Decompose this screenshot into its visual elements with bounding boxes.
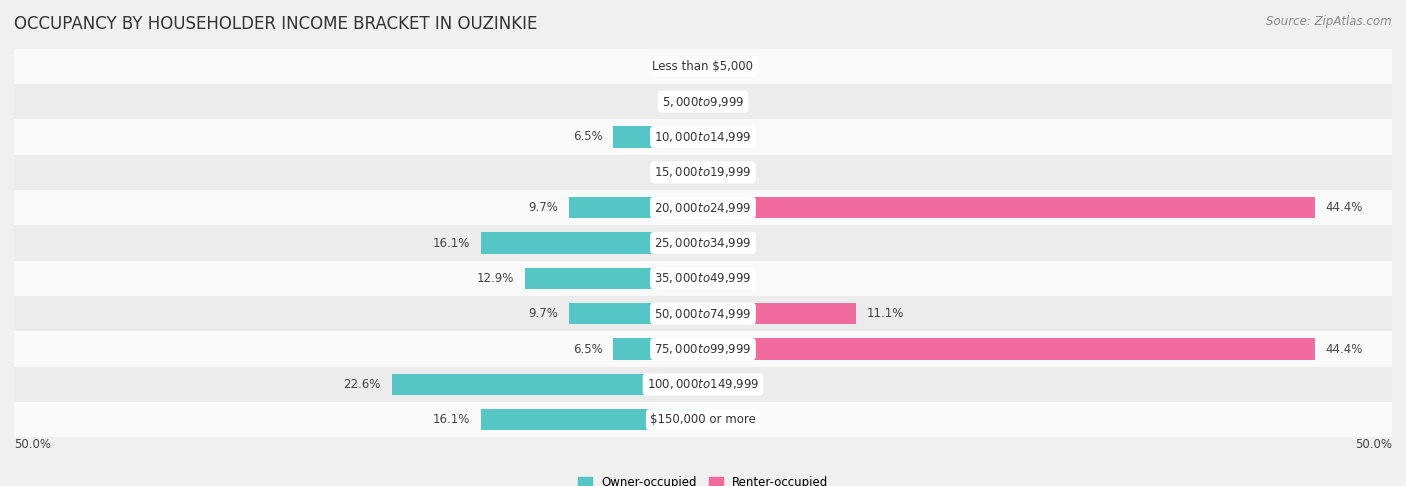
Legend: Owner-occupied, Renter-occupied: Owner-occupied, Renter-occupied (572, 471, 834, 486)
Text: 16.1%: 16.1% (433, 413, 470, 426)
Bar (569, 197, 703, 218)
Text: $20,000 to $24,999: $20,000 to $24,999 (654, 201, 752, 215)
Bar (392, 374, 703, 395)
Text: 50.0%: 50.0% (14, 438, 51, 451)
Text: Less than $5,000: Less than $5,000 (652, 60, 754, 73)
Bar (703, 303, 856, 324)
Text: 44.4%: 44.4% (1326, 201, 1364, 214)
Text: 9.7%: 9.7% (529, 201, 558, 214)
Text: 0.0%: 0.0% (714, 60, 744, 73)
Text: 0.0%: 0.0% (662, 60, 692, 73)
Bar (481, 232, 703, 254)
Bar (481, 409, 703, 430)
Bar (526, 268, 703, 289)
Text: $10,000 to $14,999: $10,000 to $14,999 (654, 130, 752, 144)
Text: $5,000 to $9,999: $5,000 to $9,999 (662, 95, 744, 108)
Text: $35,000 to $49,999: $35,000 to $49,999 (654, 271, 752, 285)
Text: 0.0%: 0.0% (662, 95, 692, 108)
Text: 6.5%: 6.5% (572, 130, 602, 143)
Bar (703, 338, 1315, 360)
Text: 0.0%: 0.0% (714, 95, 744, 108)
Text: 11.1%: 11.1% (868, 307, 904, 320)
Bar (14, 367, 1392, 402)
Text: 22.6%: 22.6% (343, 378, 381, 391)
Text: 9.7%: 9.7% (529, 307, 558, 320)
Bar (14, 260, 1392, 296)
Text: 6.5%: 6.5% (572, 343, 602, 356)
Text: $100,000 to $149,999: $100,000 to $149,999 (647, 378, 759, 391)
Bar (14, 155, 1392, 190)
Text: 12.9%: 12.9% (477, 272, 515, 285)
Bar (14, 226, 1392, 260)
Text: $75,000 to $99,999: $75,000 to $99,999 (654, 342, 752, 356)
Text: 16.1%: 16.1% (433, 237, 470, 249)
Text: 0.0%: 0.0% (662, 166, 692, 179)
Text: 0.0%: 0.0% (714, 166, 744, 179)
Text: $25,000 to $34,999: $25,000 to $34,999 (654, 236, 752, 250)
Text: 0.0%: 0.0% (714, 413, 744, 426)
Text: 0.0%: 0.0% (714, 237, 744, 249)
Bar (14, 84, 1392, 119)
Text: 50.0%: 50.0% (1355, 438, 1392, 451)
Bar (569, 303, 703, 324)
Text: 0.0%: 0.0% (714, 272, 744, 285)
Text: 44.4%: 44.4% (1326, 343, 1364, 356)
Bar (613, 126, 703, 148)
Text: OCCUPANCY BY HOUSEHOLDER INCOME BRACKET IN OUZINKIE: OCCUPANCY BY HOUSEHOLDER INCOME BRACKET … (14, 15, 537, 33)
Bar (14, 190, 1392, 226)
Bar (703, 197, 1315, 218)
Text: Source: ZipAtlas.com: Source: ZipAtlas.com (1267, 15, 1392, 28)
Bar (613, 338, 703, 360)
Text: $150,000 or more: $150,000 or more (650, 413, 756, 426)
Text: $50,000 to $74,999: $50,000 to $74,999 (654, 307, 752, 321)
Text: $15,000 to $19,999: $15,000 to $19,999 (654, 165, 752, 179)
Bar (14, 119, 1392, 155)
Bar (14, 331, 1392, 367)
Text: 0.0%: 0.0% (714, 130, 744, 143)
Text: 0.0%: 0.0% (714, 378, 744, 391)
Bar (14, 402, 1392, 437)
Bar (14, 49, 1392, 84)
Bar (14, 296, 1392, 331)
